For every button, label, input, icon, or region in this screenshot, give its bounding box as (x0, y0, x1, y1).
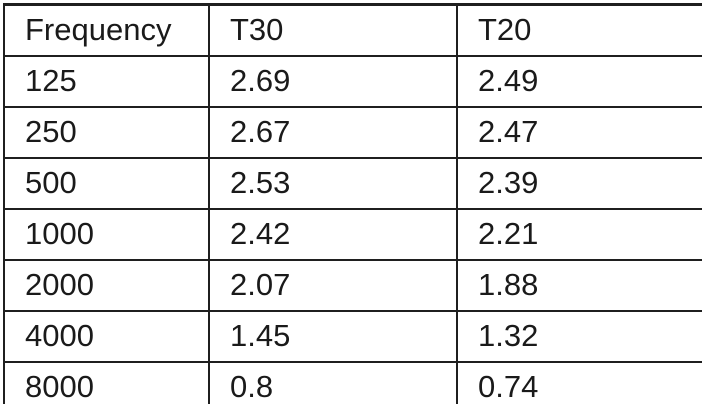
table-cell: 125 (3, 55, 210, 108)
table-row: 125 2.69 2.49 (3, 55, 702, 108)
table-cell: 8000 (3, 361, 210, 404)
table-header: Frequency T30 T20 (3, 3, 702, 57)
table-cell: 4000 (3, 310, 210, 363)
table-cell: 1.88 (456, 259, 702, 312)
table-cell: 2.39 (456, 157, 702, 210)
column-header-t20: T20 (456, 3, 702, 57)
table-cell: 2.69 (208, 55, 458, 108)
table-cell: 2.49 (456, 55, 702, 108)
table-row: 2000 2.07 1.88 (3, 259, 702, 312)
table-row: 500 2.53 2.39 (3, 157, 702, 210)
table-cell: 2.47 (456, 106, 702, 159)
column-header-t30: T30 (208, 3, 458, 57)
table-row: 8000 0.8 0.74 (3, 361, 702, 404)
table-cell: 1.45 (208, 310, 458, 363)
table-row: 1000 2.42 2.21 (3, 208, 702, 261)
table-body: 125 2.69 2.49 250 2.67 2.47 500 2.53 2.39 1000 2.4… (3, 55, 702, 404)
table-cell: 2000 (3, 259, 210, 312)
header-row: Frequency T30 T20 (3, 3, 702, 57)
column-header-frequency: Frequency (3, 3, 210, 57)
table-row: 250 2.67 2.47 (3, 106, 702, 159)
table-cell: 2.67 (208, 106, 458, 159)
table-cell: 250 (3, 106, 210, 159)
table-cell: 1000 (3, 208, 210, 261)
table-row: 4000 1.45 1.32 (3, 310, 702, 363)
frequency-table: Frequency T30 T20 125 2.69 2.49 250 2.67 2.47 50… (3, 3, 702, 404)
table-cell: 2.42 (208, 208, 458, 261)
table-cell: 2.21 (456, 208, 702, 261)
table-cell: 500 (3, 157, 210, 210)
table-cell: 2.53 (208, 157, 458, 210)
table-cell: 0.8 (208, 361, 458, 404)
table-cell: 2.07 (208, 259, 458, 312)
table-cell: 1.32 (456, 310, 702, 363)
table-cell: 0.74 (456, 361, 702, 404)
